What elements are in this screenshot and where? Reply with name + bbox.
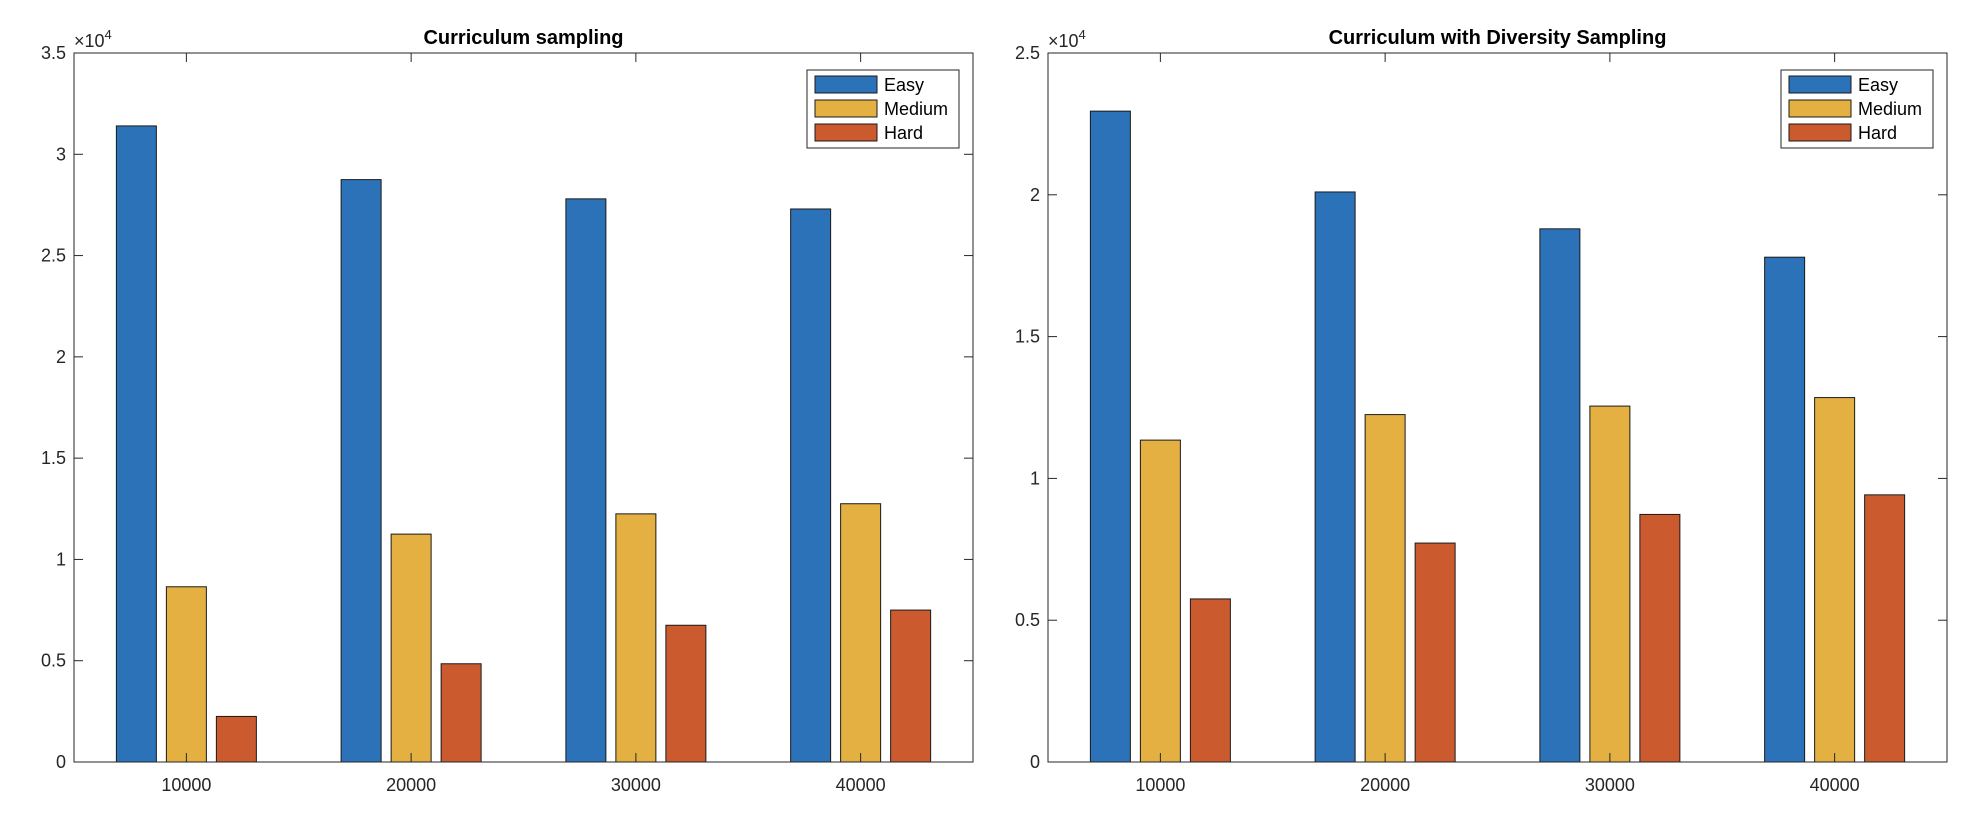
- y-tick-label: 0: [56, 752, 66, 772]
- legend-label-hard: Hard: [1858, 123, 1897, 143]
- exponent-label: ×104: [1048, 27, 1086, 51]
- x-tick-label: 20000: [386, 775, 436, 795]
- y-tick-label: 0: [1030, 752, 1040, 772]
- axes-box: [73, 52, 974, 763]
- bar-easy-30000: [1539, 228, 1581, 763]
- legend-swatch-medium: [814, 99, 878, 118]
- chart-panel-1: 0 0.5 1 1.5 2 2.5 3 3.5 10000 20000 30000 40000 Curr…: [41, 27, 974, 795]
- x-tick-label: 30000: [611, 775, 661, 795]
- bar-easy-40000: [1764, 256, 1806, 763]
- y-tick-label: 1.5: [1015, 327, 1040, 347]
- y-tick-label: 2: [1030, 185, 1040, 205]
- y-tick-label: 2.5: [41, 246, 66, 266]
- legend-swatch-easy: [814, 75, 878, 94]
- bar-hard-30000: [1639, 513, 1681, 763]
- chart-panel-2: 0 0.5 1 1.5 2 2.5 10000 20000 30000 40000 Curricul…: [1015, 27, 1948, 795]
- bar-medium-10000: [165, 586, 207, 763]
- bar-medium-30000: [615, 513, 657, 763]
- bar-easy-10000: [115, 125, 157, 763]
- legend: Easy Medium Hard: [806, 69, 960, 149]
- y-tick-label: 0.5: [41, 651, 66, 671]
- bar-hard-10000: [1189, 598, 1231, 763]
- bar-hard-20000: [440, 663, 482, 763]
- x-tick-label: 10000: [1135, 775, 1185, 795]
- bar-easy-40000: [790, 208, 832, 763]
- bar-easy-20000: [1314, 191, 1356, 763]
- y-tick-label: 1.5: [41, 448, 66, 468]
- x-tick-label: 20000: [1360, 775, 1410, 795]
- legend-label-easy: Easy: [1858, 75, 1898, 95]
- legend-label-medium: Medium: [1858, 99, 1922, 119]
- bar-medium-40000: [1814, 397, 1856, 763]
- x-tick-label: 10000: [161, 775, 211, 795]
- x-tick-label: 40000: [836, 775, 886, 795]
- y-tick-label: 2: [56, 347, 66, 367]
- exponent-power: 4: [1079, 27, 1086, 42]
- legend-swatch-hard: [814, 123, 878, 142]
- legend-swatch-hard: [1788, 123, 1852, 142]
- bar-medium-40000: [840, 503, 882, 763]
- legend-swatch-medium: [1788, 99, 1852, 118]
- y-tick-label: 0.5: [1015, 610, 1040, 630]
- bar-easy-10000: [1089, 110, 1131, 763]
- chart-title: Curriculum sampling: [423, 27, 623, 49]
- y-tick-label: 2.5: [1015, 43, 1040, 63]
- exponent-label: ×104: [74, 27, 112, 51]
- x-tick-label: 40000: [1810, 775, 1860, 795]
- axes-box: [1047, 52, 1948, 763]
- legend-label-easy: Easy: [884, 75, 924, 95]
- y-tick-label: 1: [1030, 468, 1040, 488]
- bar-hard-40000: [1864, 494, 1906, 763]
- legend-swatch-easy: [1788, 75, 1852, 94]
- bar-easy-30000: [565, 198, 607, 763]
- legend: Easy Medium Hard: [1780, 69, 1934, 149]
- bar-medium-20000: [1364, 414, 1406, 763]
- y-tick-label: 1: [56, 549, 66, 569]
- exponent-power: 4: [105, 27, 112, 42]
- y-tick-label: 3: [56, 144, 66, 164]
- bar-hard-30000: [665, 624, 707, 763]
- bar-medium-30000: [1589, 405, 1631, 763]
- bar-hard-10000: [215, 715, 257, 763]
- bar-medium-10000: [1139, 439, 1181, 763]
- x-tick-label: 30000: [1585, 775, 1635, 795]
- bar-easy-20000: [340, 179, 382, 763]
- legend-label-medium: Medium: [884, 99, 948, 119]
- y-tick-label: 3.5: [41, 43, 66, 63]
- bar-hard-20000: [1414, 542, 1456, 763]
- legend-label-hard: Hard: [884, 123, 923, 143]
- chart-title: Curriculum with Diversity Sampling: [1329, 27, 1667, 49]
- bar-hard-40000: [890, 609, 932, 763]
- bar-medium-20000: [390, 533, 432, 763]
